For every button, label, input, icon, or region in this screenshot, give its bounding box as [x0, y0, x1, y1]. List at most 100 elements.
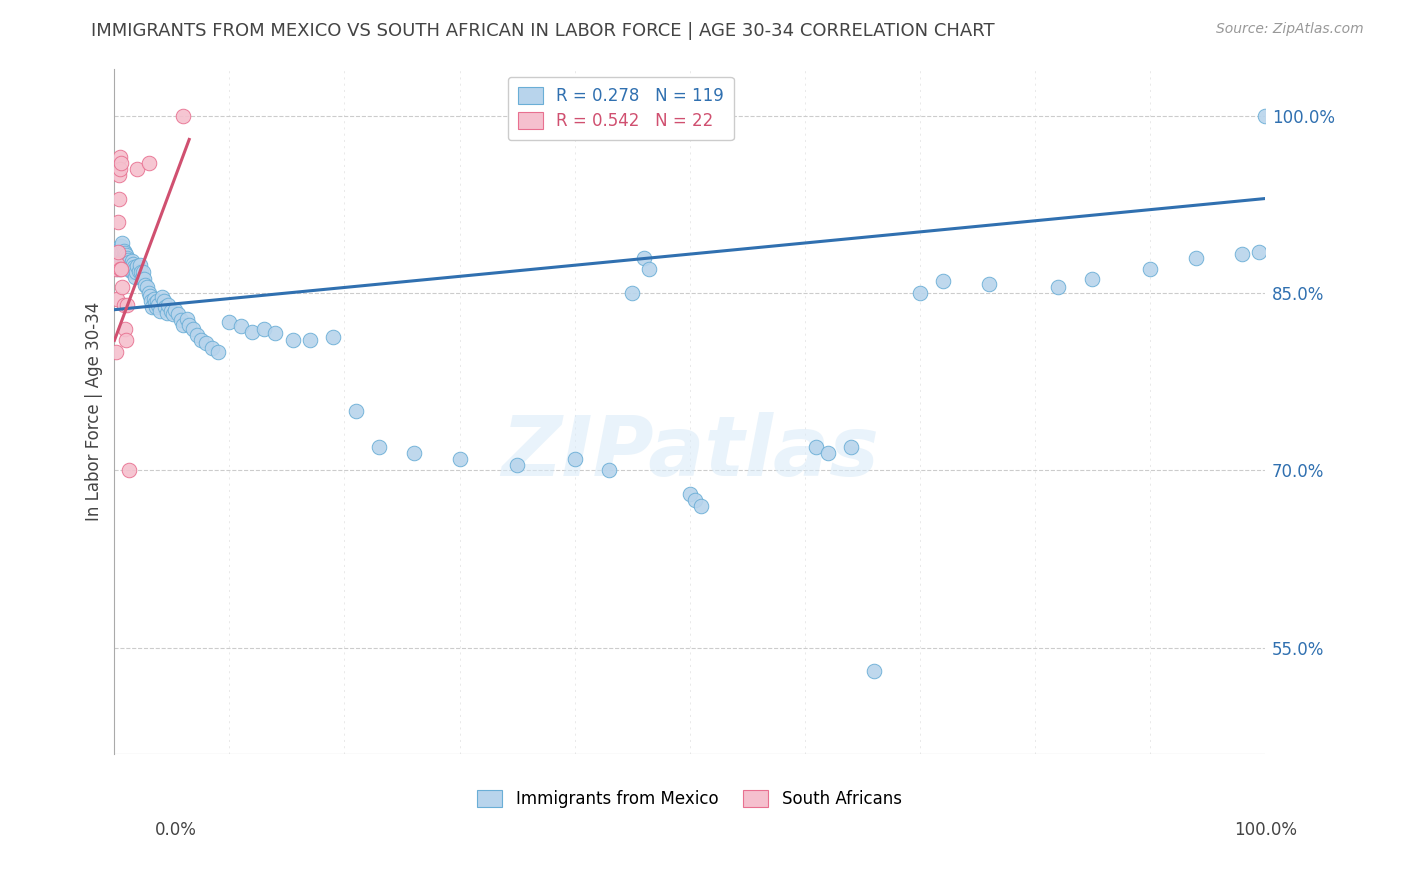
- Text: 100.0%: 100.0%: [1234, 821, 1296, 838]
- Point: [108, 262, 131, 277]
- Point: [129, 265, 152, 279]
- Point: [138, 286, 160, 301]
- Point: [190, 334, 212, 348]
- Point: [120, 263, 142, 277]
- Point: [117, 253, 139, 268]
- Point: [108, 260, 131, 274]
- Point: [1139, 262, 1161, 277]
- Point: [128, 263, 150, 277]
- Point: [685, 493, 707, 508]
- Text: ZIPatlas: ZIPatlas: [501, 412, 879, 493]
- Point: [159, 304, 181, 318]
- Point: [143, 295, 166, 310]
- Point: [117, 260, 139, 274]
- Point: [108, 168, 131, 182]
- Point: [107, 244, 129, 259]
- Point: [298, 334, 321, 348]
- Point: [839, 440, 862, 454]
- Point: [142, 292, 165, 306]
- Point: [368, 440, 391, 454]
- Point: [977, 277, 1000, 291]
- Point: [1247, 244, 1270, 259]
- Point: [127, 259, 149, 273]
- Point: [115, 334, 138, 348]
- Point: [127, 161, 149, 176]
- Point: [105, 260, 128, 274]
- Point: [111, 253, 134, 268]
- Point: [111, 280, 134, 294]
- Point: [146, 298, 169, 312]
- Point: [322, 330, 344, 344]
- Point: [181, 321, 204, 335]
- Point: [125, 265, 148, 279]
- Point: [1081, 272, 1104, 286]
- Point: [124, 269, 146, 284]
- Point: [122, 260, 145, 274]
- Point: [107, 248, 129, 262]
- Point: [121, 265, 143, 279]
- Point: [150, 290, 173, 304]
- Point: [145, 301, 167, 315]
- Point: [638, 262, 661, 277]
- Point: [114, 246, 136, 260]
- Point: [110, 239, 132, 253]
- Point: [104, 262, 127, 277]
- Point: [817, 446, 839, 460]
- Point: [195, 335, 218, 350]
- Point: [132, 265, 155, 279]
- Point: [108, 243, 131, 257]
- Point: [112, 252, 135, 266]
- Point: [115, 257, 138, 271]
- Point: [108, 258, 131, 272]
- Text: 0.0%: 0.0%: [155, 821, 197, 838]
- Point: [138, 156, 160, 170]
- Point: [118, 262, 141, 277]
- Point: [104, 345, 127, 359]
- Point: [124, 262, 146, 277]
- Point: [104, 257, 127, 271]
- Point: [141, 301, 163, 315]
- Point: [107, 255, 129, 269]
- Point: [156, 306, 179, 320]
- Point: [165, 302, 187, 317]
- Point: [114, 321, 136, 335]
- Point: [115, 298, 138, 312]
- Point: [218, 314, 240, 328]
- Point: [162, 307, 184, 321]
- Point: [207, 345, 229, 359]
- Point: [1230, 247, 1253, 261]
- Point: [157, 298, 180, 312]
- Point: [139, 288, 162, 302]
- Point: [1254, 109, 1277, 123]
- Point: [186, 327, 208, 342]
- Point: [128, 258, 150, 272]
- Point: [621, 286, 644, 301]
- Point: [134, 277, 156, 292]
- Point: [141, 294, 163, 309]
- Point: [179, 318, 201, 332]
- Point: [242, 325, 264, 339]
- Point: [105, 244, 128, 259]
- Point: [115, 248, 138, 262]
- Point: [120, 257, 142, 271]
- Point: [176, 312, 198, 326]
- Point: [449, 451, 471, 466]
- Point: [146, 294, 169, 309]
- Point: [110, 247, 132, 261]
- Point: [105, 292, 128, 306]
- Point: [506, 458, 529, 472]
- Point: [402, 446, 425, 460]
- Point: [862, 665, 884, 679]
- Point: [264, 326, 287, 341]
- Point: [115, 258, 138, 272]
- Point: [108, 244, 131, 259]
- Point: [105, 257, 128, 271]
- Point: [131, 270, 153, 285]
- Point: [201, 341, 224, 355]
- Point: [134, 272, 156, 286]
- Point: [344, 404, 367, 418]
- Point: [108, 150, 131, 164]
- Point: [107, 215, 129, 229]
- Point: [121, 257, 143, 271]
- Point: [112, 244, 135, 258]
